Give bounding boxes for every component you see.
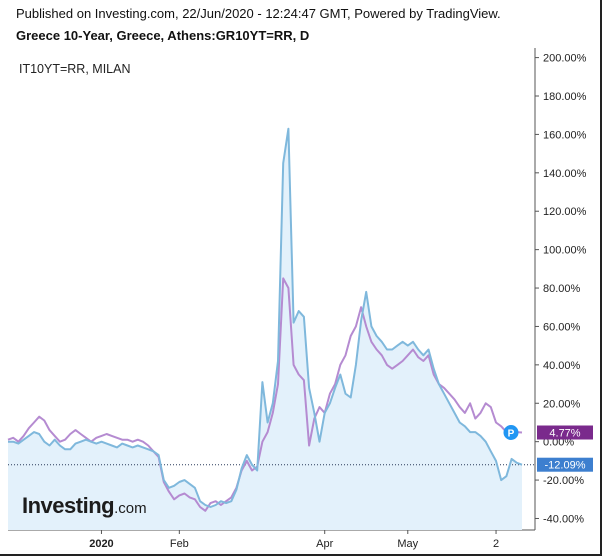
series-legend-label: IT10YT=RR, MILAN: [19, 62, 131, 76]
y-tick-label: 80.00%: [543, 283, 581, 295]
y-tick-label: 180.00%: [543, 91, 587, 103]
greece-last-value-badge: -12.09%: [545, 460, 586, 472]
y-tick-label: 200.00%: [543, 53, 587, 65]
y-tick-label: 0.00%: [543, 437, 574, 449]
greece-area-fill: [8, 128, 522, 530]
greece-last-value-badge-bg: [537, 457, 593, 472]
y-tick-label: 20.00%: [543, 398, 581, 410]
series-p-badge-label: P: [508, 429, 515, 440]
y-tick-label: 140.00%: [543, 168, 587, 180]
italy-last-value-badge-bg: [537, 425, 593, 440]
y-tick-label: -20.00%: [543, 475, 584, 487]
y-tick-label: 100.00%: [543, 245, 587, 257]
x-tick-label: 2020: [89, 538, 113, 550]
y-tick-label: 40.00%: [543, 360, 581, 372]
greece-series-line: [8, 127, 523, 508]
x-tick-label: Apr: [316, 538, 333, 550]
x-tick-label: 2: [493, 538, 499, 550]
series-p-badge: [503, 425, 519, 441]
y-tick-label: -40.00%: [543, 513, 584, 525]
x-tick-label: May: [397, 538, 418, 550]
x-tick-label: Feb: [170, 538, 189, 550]
investing-logo: Investing.com: [22, 493, 147, 518]
chart-title: Greece 10-Year, Greece, Athens:GR10YT=RR…: [16, 28, 310, 43]
italy-last-value-badge: 4.77%: [549, 428, 580, 440]
y-tick-label: 160.00%: [543, 129, 587, 141]
published-caption: Published on Investing.com, 22/Jun/2020 …: [16, 6, 501, 21]
y-tick-label: 120.00%: [543, 206, 587, 218]
y-tick-label: 60.00%: [543, 321, 581, 333]
